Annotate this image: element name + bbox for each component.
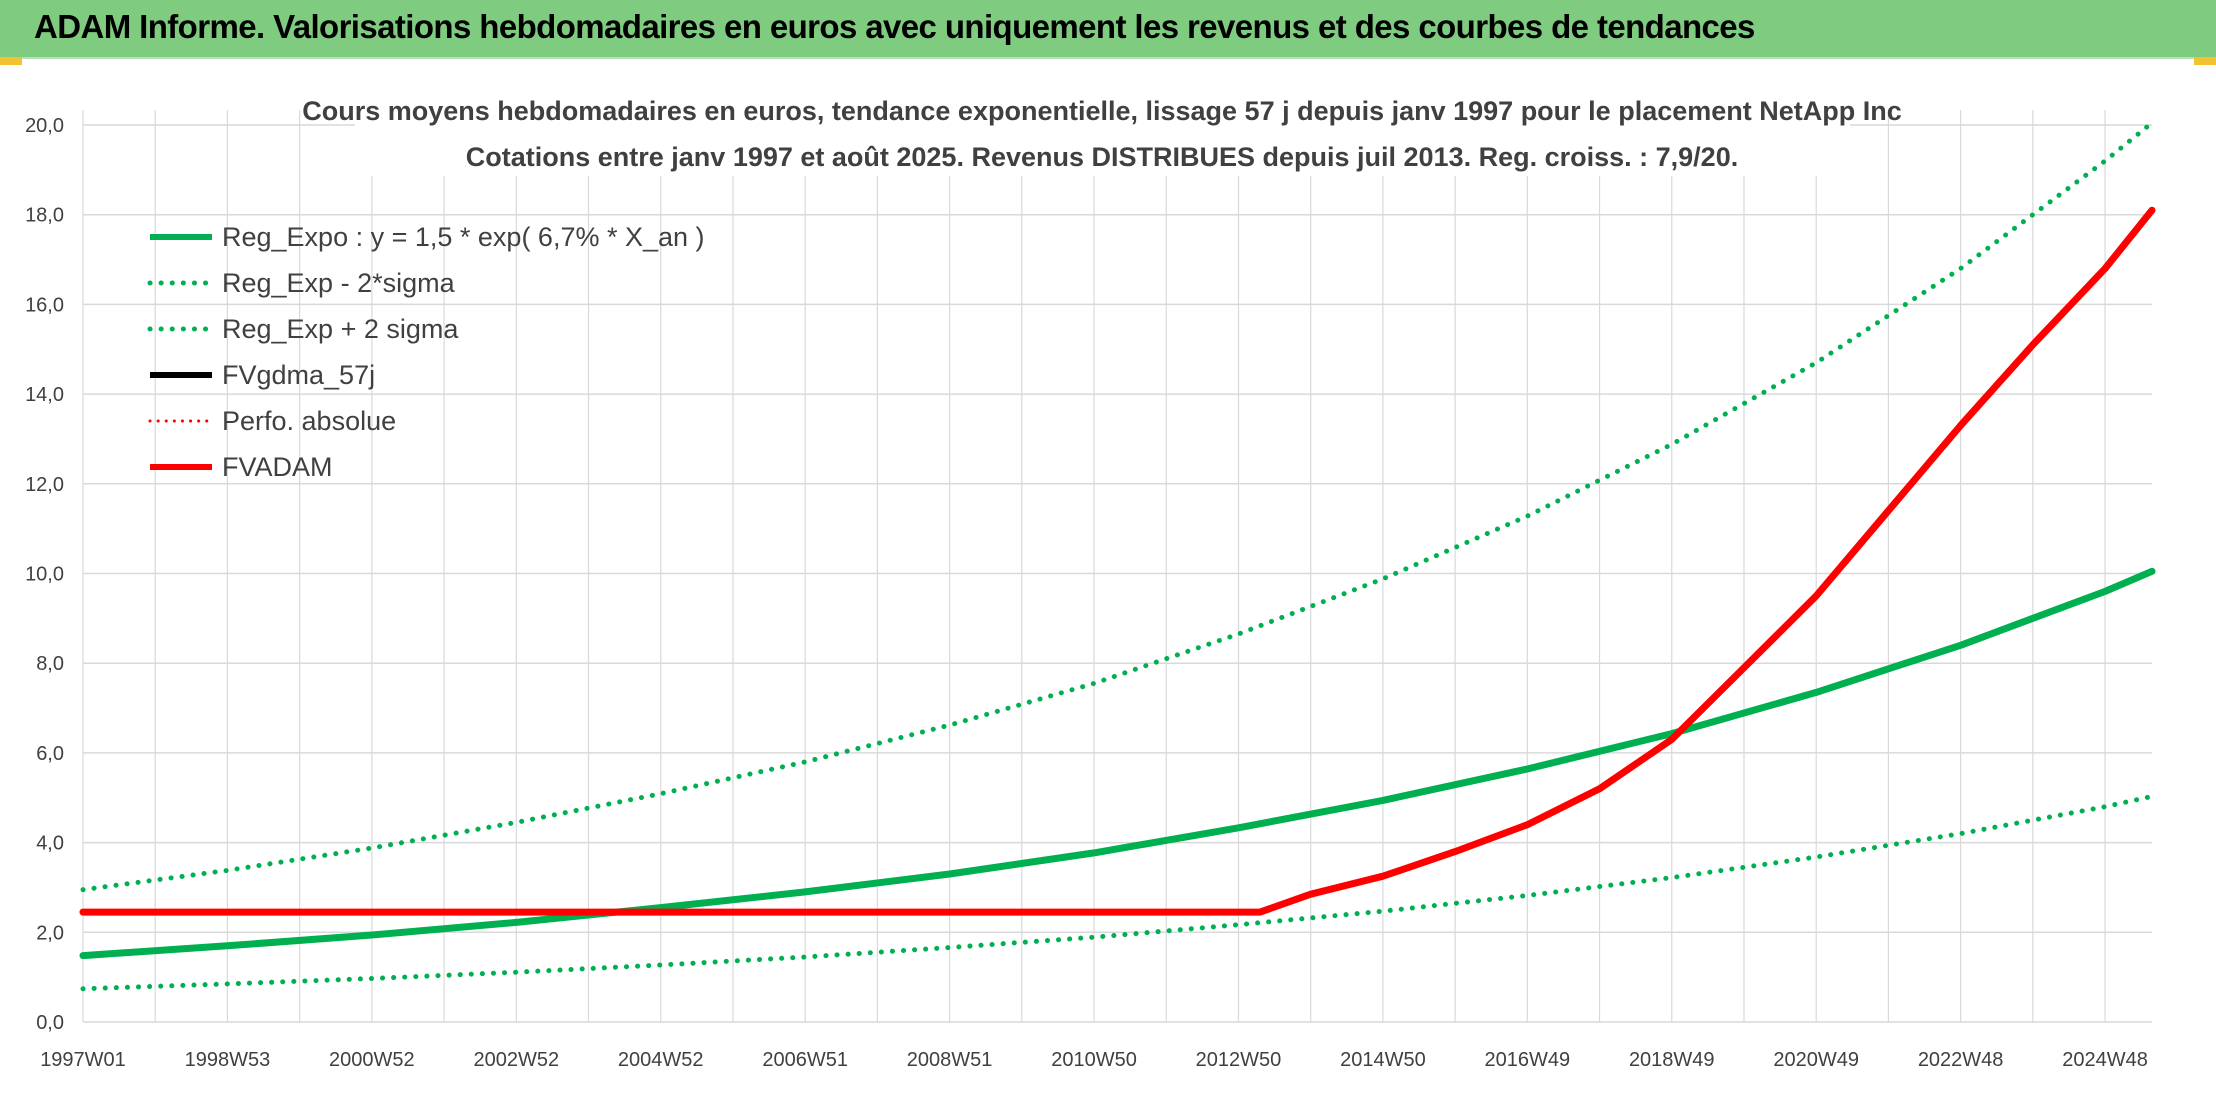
corner-marker-right xyxy=(2194,57,2216,65)
legend-label-3: FVgdma_57j xyxy=(222,360,375,390)
x-tick-label: 2008W51 xyxy=(907,1049,993,1071)
y-tick-label: 0,0 xyxy=(36,1012,64,1034)
y-tick-label: 16,0 xyxy=(25,294,64,316)
x-tick-label: 1998W53 xyxy=(185,1049,271,1071)
series-line-2 xyxy=(80,120,2155,893)
chart-series xyxy=(79,120,2156,992)
legend-label-5: FVADAM xyxy=(222,452,333,482)
x-tick-label: 2018W49 xyxy=(1629,1049,1715,1071)
chart-legend: Reg_Expo : y = 1,5 * exp( 6,7% * X_an ) R… xyxy=(147,222,705,482)
legend-label-0: Reg_Expo : y = 1,5 * exp( 6,7% * X_an ) xyxy=(222,222,705,252)
report-title: ADAM Informe. Valorisations hebdomadaire… xyxy=(34,8,1755,45)
x-tick-label: 2002W52 xyxy=(473,1049,559,1071)
legend-label-4: Perfo. absolue xyxy=(222,406,396,436)
y-axis-ticks: 0,0 2,0 4,0 6,0 8,0 10,0 12,0 14,0 16,0 18,0 20,0 xyxy=(25,115,64,1034)
y-tick-label: 10,0 xyxy=(25,564,64,586)
chart-title-background xyxy=(355,88,1850,176)
x-tick-label: 2016W49 xyxy=(1485,1049,1571,1071)
x-tick-label: 1997W01 xyxy=(40,1049,126,1071)
corner-marker-left xyxy=(0,57,22,65)
chart-title-line-2: Cotations entre janv 1997 et août 2025. … xyxy=(466,142,1738,172)
legend-label-1: Reg_Exp - 2*sigma xyxy=(222,268,456,298)
x-tick-label: 2024W48 xyxy=(2062,1049,2148,1071)
x-tick-label: 2004W52 xyxy=(618,1049,704,1071)
y-tick-label: 4,0 xyxy=(36,833,64,855)
x-tick-label: 2012W50 xyxy=(1196,1049,1282,1071)
x-tick-label: 2006W51 xyxy=(762,1049,848,1071)
y-tick-label: 14,0 xyxy=(25,384,64,406)
y-tick-label: 12,0 xyxy=(25,474,64,496)
series-line-5 xyxy=(79,206,2156,916)
x-tick-label: 2022W48 xyxy=(1918,1049,2004,1071)
series-line-1 xyxy=(80,793,2155,992)
x-tick-label: 2010W50 xyxy=(1051,1049,1137,1071)
report-header: ADAM Informe. Valorisations hebdomadaire… xyxy=(0,0,2216,59)
chart-title: Cours moyens hebdomadaires en euros, ten… xyxy=(302,88,1902,176)
x-tick-label: 2014W50 xyxy=(1340,1049,1426,1071)
y-tick-label: 6,0 xyxy=(36,743,64,765)
legend-label-2: Reg_Exp + 2 sigma xyxy=(222,314,459,344)
x-tick-label: 2020W49 xyxy=(1773,1049,1859,1071)
y-tick-label: 2,0 xyxy=(36,922,64,944)
y-tick-label: 18,0 xyxy=(25,205,64,227)
x-axis-ticks: 1997W01 1998W53 2000W52 2002W52 2004W52 2006W… xyxy=(40,1049,2148,1071)
y-tick-label: 8,0 xyxy=(36,653,64,675)
series-line-0 xyxy=(79,567,2156,960)
y-tick-label: 20,0 xyxy=(25,115,64,137)
x-tick-label: 2000W52 xyxy=(329,1049,415,1071)
chart-title-line-1: Cours moyens hebdomadaires en euros, ten… xyxy=(302,96,1902,126)
